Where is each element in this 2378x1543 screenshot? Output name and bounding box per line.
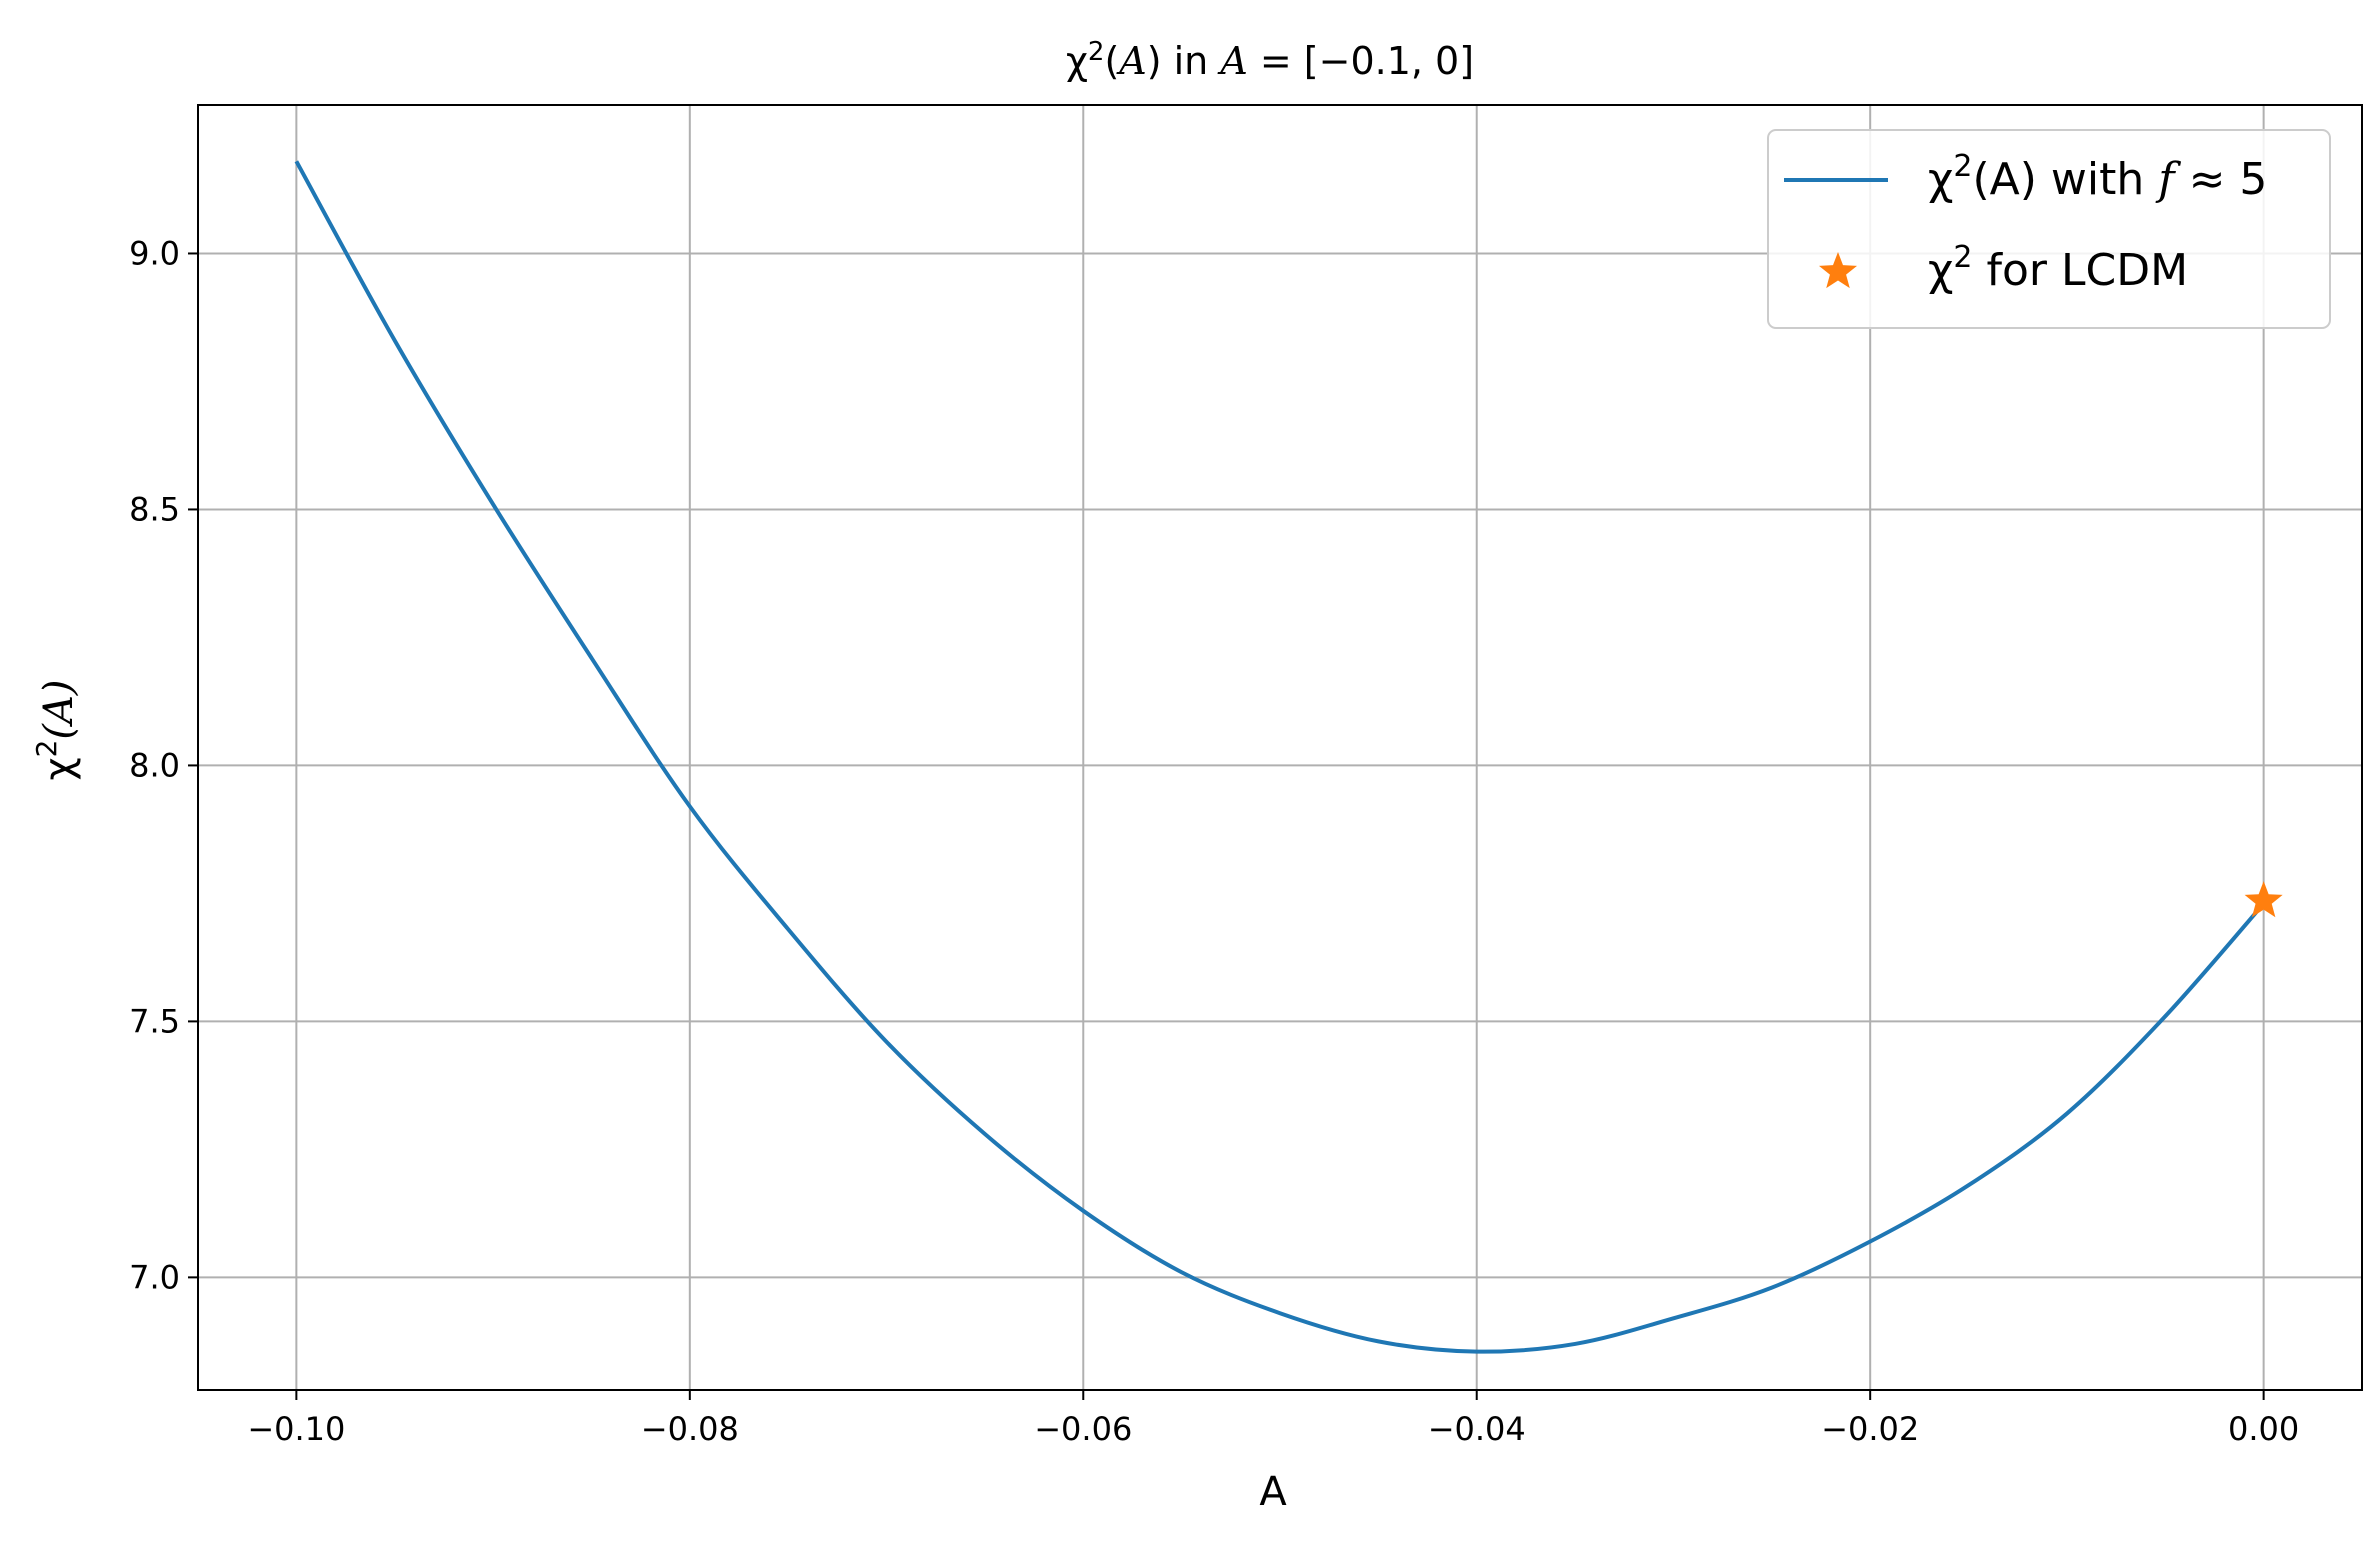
x-tick-label: −0.08 [641,1410,739,1448]
lcdm-star-point [2244,881,2283,918]
x-tick-label: 0.00 [2228,1410,2299,1448]
x-axis-label: A [1259,1469,1287,1515]
legend-star-icon [1818,252,1858,289]
plot-frame [197,104,2363,1391]
series-line-chi2 [294,160,2266,1354]
legend-box [1767,129,2331,329]
x-tick-label: −0.10 [247,1410,345,1448]
x-tick-label: −0.06 [1034,1410,1132,1448]
legend: χ2(A) with f ≈ 5 χ2 for LCDM [1767,129,2331,329]
x-axis-ticks: −0.10 −0.08 −0.06 −0.04 −0.02 0.00 [247,1390,2299,1448]
y-tick-label: 8.5 [129,490,180,528]
y-axis-label: χ2(A) [30,679,82,780]
legend-label-curve: χ2(A) with f ≈ 5 [1928,149,2267,205]
y-axis-ticks: 7.0 7.5 8.0 8.5 9.0 [129,234,198,1296]
y-tick-label: 8.0 [129,746,180,784]
plot-series [294,160,2283,1354]
y-tick-label: 9.0 [129,234,180,272]
legend-label-lcdm: χ2 for LCDM [1928,240,2188,296]
x-tick-label: −0.02 [1821,1410,1919,1448]
x-tick-label: −0.04 [1428,1410,1526,1448]
y-tick-label: 7.5 [129,1002,180,1040]
y-tick-label: 7.0 [129,1258,180,1296]
chart-title: χ2(A) in A = [−0.1, 0] [1066,37,1474,83]
